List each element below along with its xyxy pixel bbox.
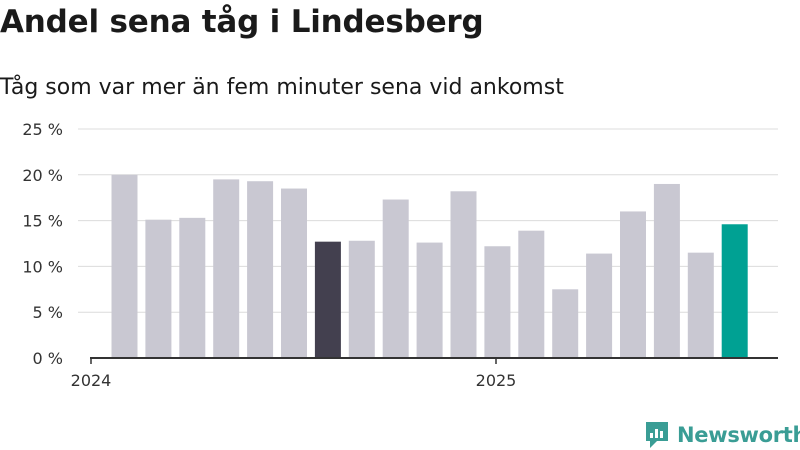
bar-2025-02[interactable] [552,289,579,358]
y-axis-ticks: 0 % 5 % 10 % 15 % 20 % 25 % [22,120,63,368]
bar-2024-05[interactable] [247,181,274,358]
bar-2024-01[interactable] [111,174,138,358]
newsworthy-logo-icon [646,422,668,448]
bar-2024-04[interactable] [213,179,240,358]
bar-2024-03[interactable] [179,217,206,358]
bar-2025-06[interactable] [687,252,714,358]
bar-2024-09[interactable] [382,199,409,358]
x-tick-label: 2024 [71,371,112,390]
bar-2024-02[interactable] [145,219,172,358]
newsworthy-logo[interactable]: Newsworthy [644,420,800,450]
x-axis: 2024 2025 [71,357,778,390]
y-tick-label: 20 % [22,166,63,185]
chart-subtitle: Tåg som var mer än fem minuter sena vid … [0,75,564,100]
y-tick-label: 15 % [22,212,63,231]
bar-chart: 0 % 5 % 10 % 15 % 20 % 25 % 2024 2025 [22,120,778,390]
bars [111,174,748,358]
bar-2024-08[interactable] [348,240,375,358]
bar-2024-11[interactable] [450,191,477,358]
bar-2024-10[interactable] [416,242,443,358]
bar-2025-05[interactable] [653,183,680,358]
bar-2025-04[interactable] [620,211,646,358]
bar-2024-12[interactable] [484,246,511,358]
brand-name: Newsworthy [677,423,800,447]
x-tick-label: 2025 [476,371,517,390]
bar-2025-03[interactable] [586,253,613,358]
bar-2024-06[interactable] [281,188,307,358]
chart-title: Andel sena tåg i Lindesberg [0,4,484,40]
y-tick-label: 25 % [22,120,63,139]
bar-2025-07[interactable] [721,224,748,358]
bar-2024-07[interactable] [314,241,341,358]
y-tick-label: 0 % [33,349,63,368]
bar-2025-01[interactable] [518,230,545,358]
y-tick-label: 10 % [22,257,63,276]
y-tick-label: 5 % [33,303,63,322]
